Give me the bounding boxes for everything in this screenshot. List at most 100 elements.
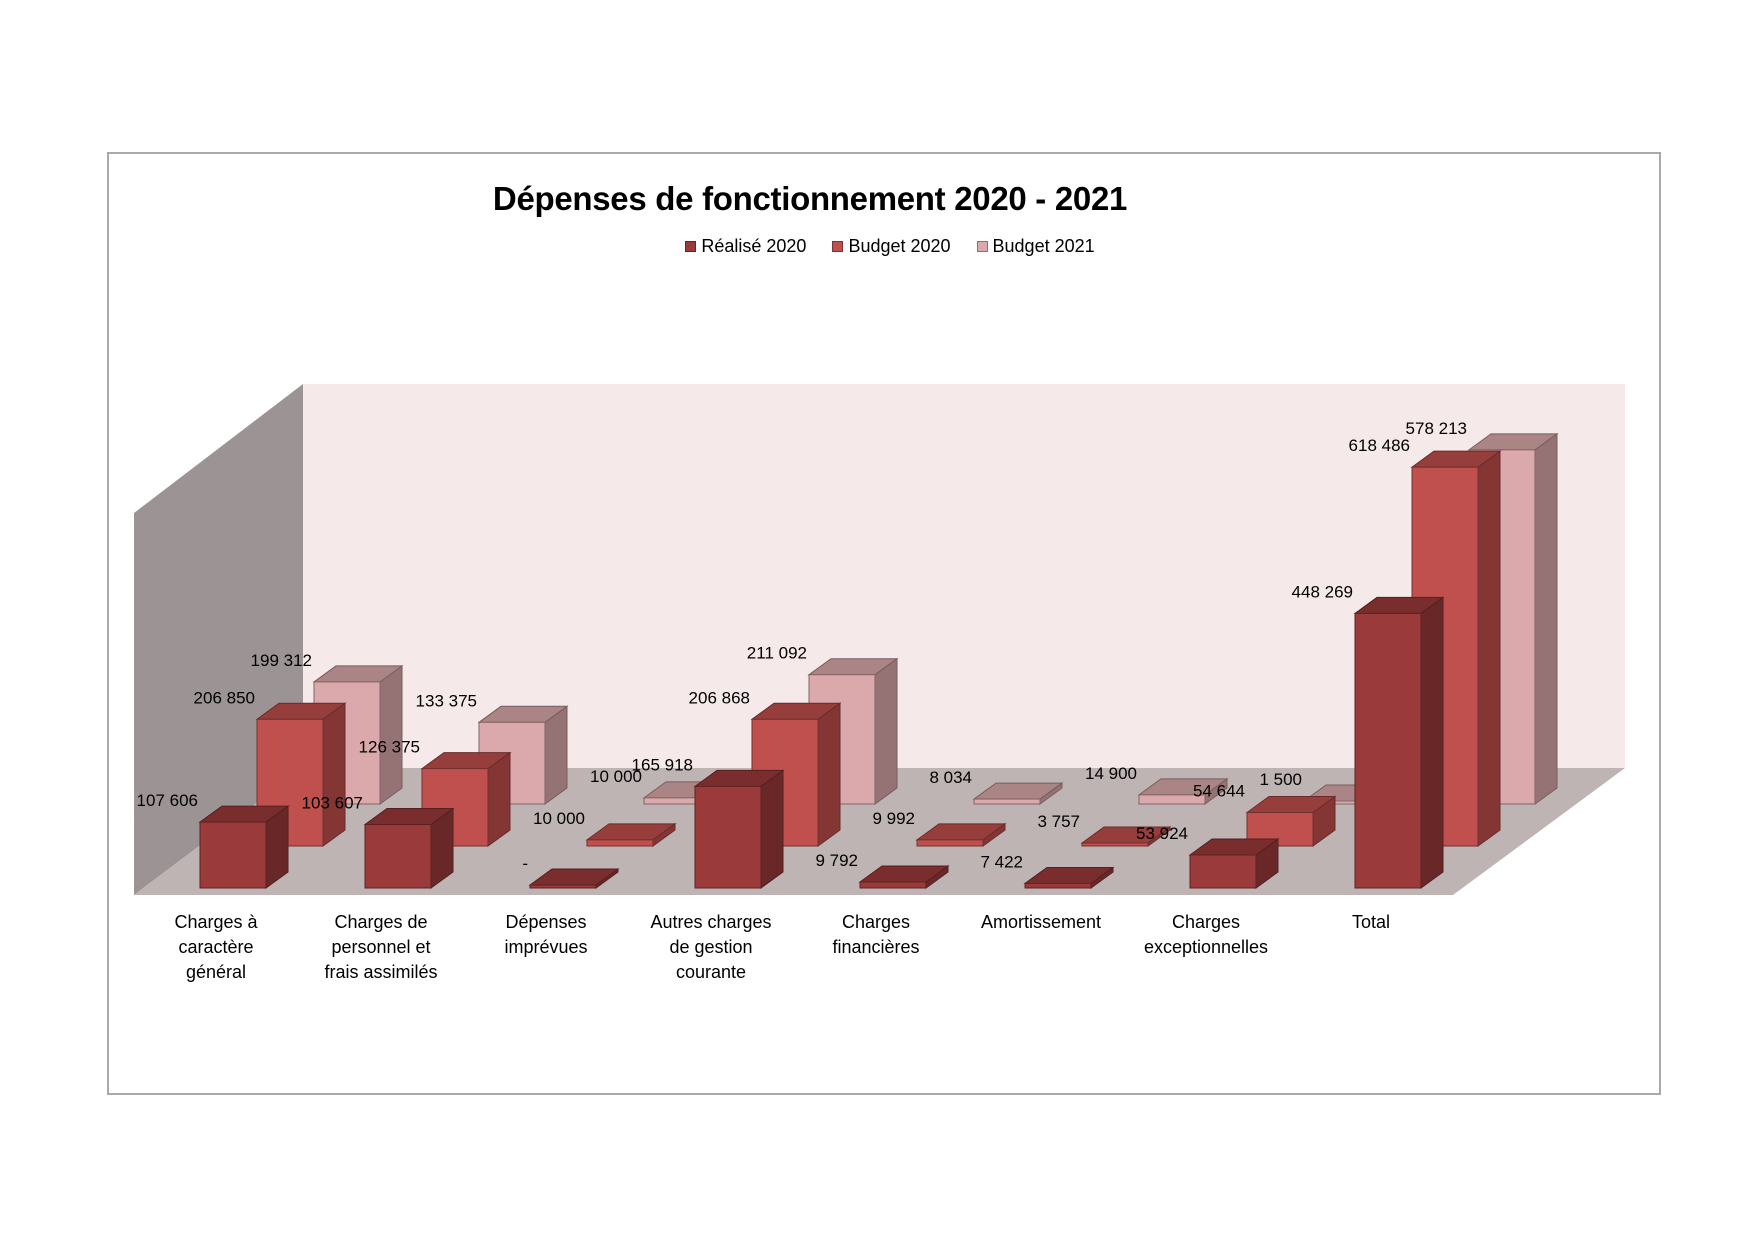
bar-front-realise-2020-autres-charges-de-gestion-courante — [694, 785, 762, 889]
category-label-line: Charges à — [174, 912, 258, 932]
bar-front-realise-2020-charges-de-personnel-et-frais-assimiles — [364, 824, 432, 889]
bar-budget-2021-amortissement — [1137, 777, 1229, 805]
bar-budget-2020-autres-charges-de-gestion-courante — [750, 702, 842, 847]
value-label-budget-2021-charges-exceptionnelles: 1 500 — [1259, 770, 1302, 789]
bar-realise-2020-depenses-imprevues — [528, 868, 620, 889]
category-label-line: Amortissement — [980, 912, 1102, 932]
value-label-budget-2020-charges-a-caractere-general: 206 850 — [194, 688, 255, 707]
bar-front-budget-2021-amortissement — [1138, 794, 1206, 805]
category-label-charges-financieres: Charges financières — [791, 910, 961, 960]
value-label-realise-2020-amortissement: 7 422 — [980, 852, 1023, 871]
value-label-realise-2020-charges-financieres: 9 792 — [815, 851, 858, 870]
legend-swatch-budget-2020 — [832, 241, 844, 252]
value-label-budget-2021-charges-financieres: 8 034 — [929, 768, 972, 787]
category-label-charges-a-caractere-general: Charges à caractère général — [131, 910, 301, 985]
value-label-realise-2020-total: 448 269 — [1292, 582, 1353, 601]
legend-swatch-budget-2021 — [976, 241, 988, 252]
chart-value-labels: 199 312 133 375 10 000 211 092 8 034 14 900 1 … — [137, 419, 1467, 873]
bar-side-budget-2021-charges-de-personnel-et-frais-assimiles — [544, 705, 568, 805]
category-label-line: Charges — [1171, 912, 1241, 932]
category-label-line: exceptionnelles — [1143, 937, 1269, 957]
category-label-line: imprévues — [504, 937, 588, 957]
legend-item-budget-2020: Budget 2020 — [832, 236, 951, 257]
value-label-realise-2020-depenses-imprevues: - — [522, 854, 528, 873]
legend-label-budget-2020: Budget 2020 — [848, 236, 951, 256]
bar-side-budget-2021-total — [1534, 432, 1558, 805]
value-label-budget-2020-amortissement: 3 757 — [1037, 812, 1080, 831]
legend-label-realise-2020: Réalisé 2020 — [701, 236, 807, 256]
bar-front-budget-2020-depenses-imprevues — [586, 839, 654, 847]
back-wall — [303, 384, 1625, 768]
chart-legend: Réalisé 2020 Budget 2020 Budget 2021 — [560, 236, 1220, 257]
bar-realise-2020-total — [1353, 596, 1445, 889]
value-label-realise-2020-charges-de-personnel-et-frais-assimiles: 103 607 — [302, 794, 363, 813]
bar-side-budget-2020-total — [1477, 450, 1501, 847]
bar-front-realise-2020-depenses-imprevues — [529, 884, 597, 889]
category-label-line: frais assimilés — [324, 962, 438, 982]
bar-realise-2020-charges-de-personnel-et-frais-assimiles — [363, 807, 455, 889]
category-label-line: Autres charges — [650, 912, 772, 932]
bar-front-budget-2020-charges-financieres — [916, 839, 984, 847]
value-label-realise-2020-autres-charges-de-gestion-courante: 165 918 — [632, 755, 693, 774]
bar-front-realise-2020-charges-a-caractere-general — [199, 821, 267, 889]
legend-item-realise-2020: Réalisé 2020 — [685, 236, 806, 257]
bar-side-realise-2020-autres-charges-de-gestion-courante — [760, 769, 784, 889]
bar-side-budget-2021-autres-charges-de-gestion-courante — [874, 657, 898, 805]
value-label-budget-2020-charges-financieres: 9 992 — [872, 809, 915, 828]
value-label-budget-2020-depenses-imprevues: 10 000 — [533, 809, 585, 828]
chart-title: Dépenses de fonctionnement 2020 - 2021 — [492, 180, 1128, 217]
category-label-autres-charges-de-gestion-courante: Autres charges de gestion courante — [626, 910, 796, 985]
legend-label-budget-2021: Budget 2021 — [992, 236, 1095, 256]
category-label-line: Dépenses — [505, 912, 587, 932]
bar-budget-2020-charges-de-personnel-et-frais-assimiles — [420, 751, 512, 847]
bar-front-realise-2020-charges-financieres — [859, 881, 927, 889]
bar-side-budget-2020-charges-a-caractere-general — [322, 702, 346, 847]
category-label-line: général — [185, 962, 247, 982]
value-label-realise-2020-charges-a-caractere-general: 107 606 — [137, 791, 198, 810]
category-label-line: courante — [675, 962, 747, 982]
value-label-budget-2021-charges-de-personnel-et-frais-assimiles: 133 375 — [416, 691, 477, 710]
category-label-line: financières — [832, 937, 920, 957]
bar-front-realise-2020-charges-exceptionnelles — [1189, 854, 1257, 889]
legend-swatch-realise-2020 — [685, 241, 697, 252]
category-label-depenses-imprevues: Dépenses imprévues — [461, 910, 631, 960]
category-label-line: personnel et — [331, 937, 431, 957]
bar-side-budget-2021-charges-a-caractere-general — [379, 664, 403, 805]
bar-front-budget-2021-charges-financieres — [973, 798, 1041, 805]
value-label-budget-2021-total: 578 213 — [1406, 419, 1467, 438]
category-label-line: caractère — [178, 937, 254, 957]
category-label-charges-exceptionnelles: Charges exceptionnelles — [1121, 910, 1291, 960]
value-label-budget-2020-autres-charges-de-gestion-courante: 206 868 — [689, 688, 750, 707]
bar-realise-2020-charges-a-caractere-general — [198, 805, 290, 889]
category-label-line: de gestion — [669, 937, 753, 957]
bar-budget-2020-charges-financieres — [915, 822, 1007, 847]
category-label-total: Total — [1286, 910, 1456, 935]
value-label-budget-2020-charges-de-personnel-et-frais-assimiles: 126 375 — [359, 738, 420, 757]
bar-realise-2020-autres-charges-de-gestion-courante — [693, 769, 785, 889]
category-label-line: Total — [1351, 912, 1391, 932]
category-label-amortissement: Amortissement — [956, 910, 1126, 935]
value-label-budget-2021-depenses-imprevues: 10 000 — [590, 767, 642, 786]
bar-realise-2020-charges-financieres — [858, 865, 950, 889]
value-label-budget-2021-amortissement: 14 900 — [1085, 764, 1137, 783]
value-label-budget-2020-charges-exceptionnelles: 54 644 — [1193, 782, 1245, 801]
bar-front-realise-2020-total — [1354, 612, 1422, 889]
legend-item-budget-2021: Budget 2021 — [976, 236, 1095, 257]
bar-side-realise-2020-total — [1420, 596, 1444, 889]
category-label-line: Charges de — [334, 912, 428, 932]
bar-budget-2020-amortissement — [1080, 826, 1172, 847]
category-label-line: Charges — [841, 912, 911, 932]
bar-front-realise-2020-amortissement — [1024, 882, 1092, 889]
value-label-realise-2020-charges-exceptionnelles: 53 924 — [1136, 824, 1188, 843]
bar-budget-2020-depenses-imprevues — [585, 822, 677, 847]
value-label-budget-2020-total: 618 486 — [1349, 436, 1410, 455]
bar-side-budget-2020-autres-charges-de-gestion-courante — [817, 702, 841, 847]
category-label-charges-de-personnel-et-frais-assimiles: Charges de personnel et frais assimilés — [296, 910, 466, 985]
bar-budget-2021-charges-financieres — [972, 782, 1064, 805]
value-label-budget-2021-charges-a-caractere-general: 199 312 — [251, 651, 312, 670]
chart-walls — [134, 384, 1625, 895]
bar-realise-2020-charges-exceptionnelles — [1188, 837, 1280, 889]
bar-front-budget-2020-amortissement — [1081, 842, 1149, 847]
bar-realise-2020-amortissement — [1023, 866, 1115, 889]
